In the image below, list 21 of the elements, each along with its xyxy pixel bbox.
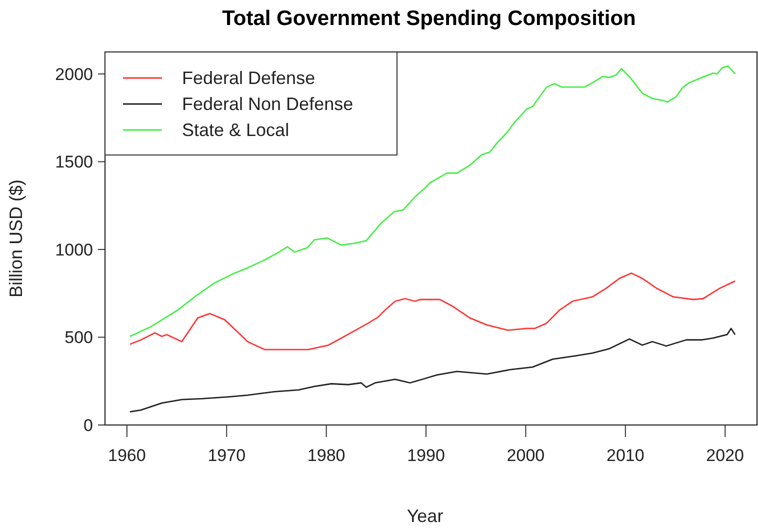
legend-label: Federal Defense — [182, 68, 316, 88]
line-series — [129, 328, 736, 413]
x-tick-label: 1980 — [307, 446, 346, 465]
x-tick-label: 1960 — [108, 446, 146, 465]
y-tick-label: 1000 — [55, 240, 93, 260]
x-tick-label: 1990 — [407, 446, 445, 465]
x-tick-label: 2000 — [506, 446, 545, 465]
x-axis-title: Year — [406, 506, 444, 526]
y-axis-title: Billion USD ($) — [6, 179, 26, 298]
x-tick-label: 2020 — [706, 446, 744, 465]
line-series — [129, 272, 736, 350]
y-tick-label: 500 — [64, 328, 93, 348]
chart-title: Total Government Spending Composition — [222, 7, 636, 30]
y-tick-label: 2000 — [55, 64, 93, 84]
legend-label: Federal Non Defense — [182, 94, 354, 114]
y-tick-label: 1500 — [55, 152, 93, 172]
line-series — [129, 65, 736, 338]
x-tick-label: 1970 — [208, 446, 246, 465]
legend-label: State & Local — [182, 120, 290, 140]
y-tick-label: 0 — [84, 416, 93, 435]
x-tick-label: 2010 — [606, 446, 644, 465]
